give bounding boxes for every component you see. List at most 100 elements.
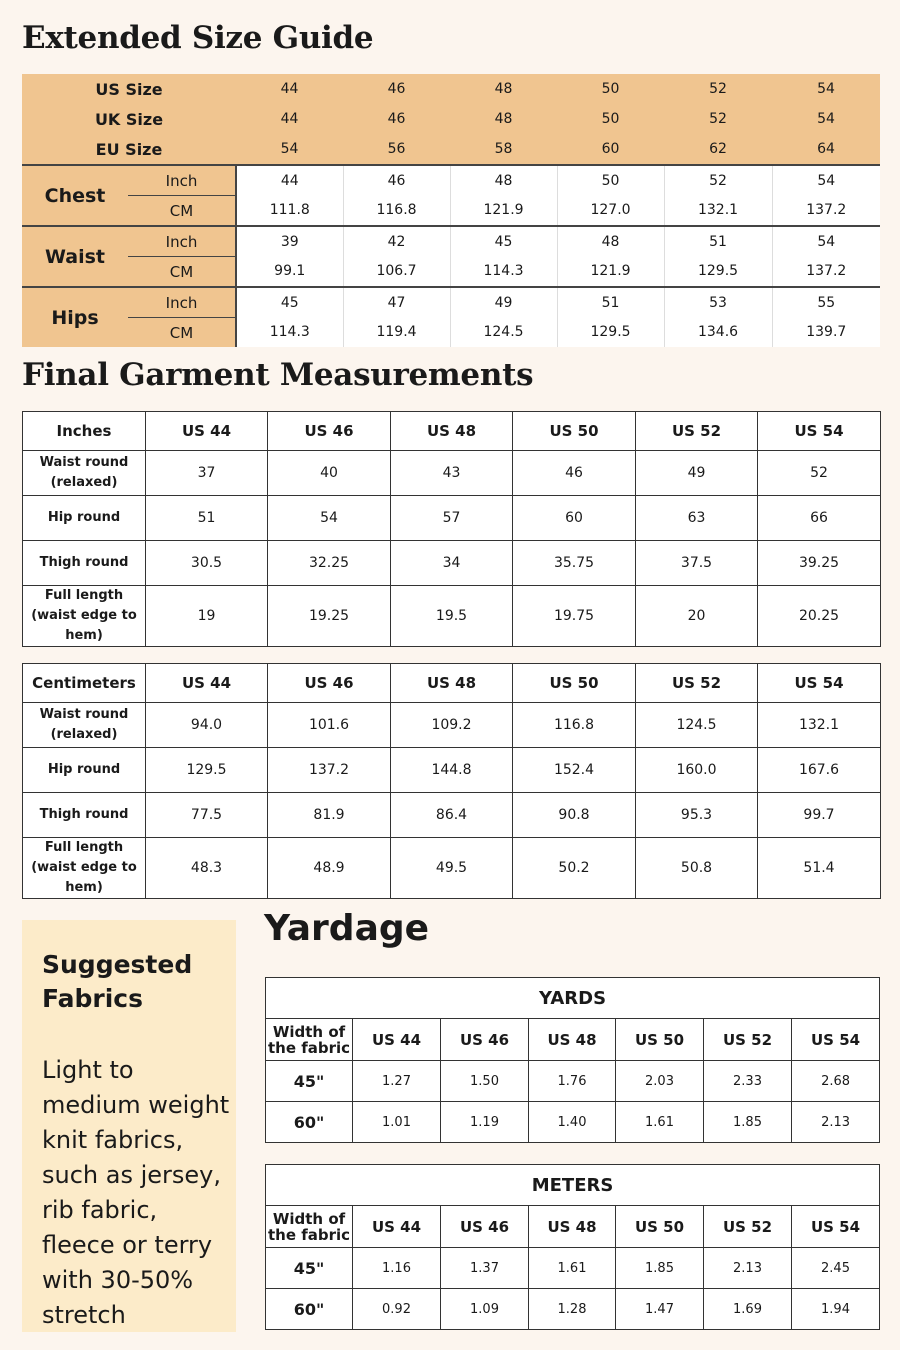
table-cell: 95.3 <box>635 792 758 838</box>
column-header: US 44 <box>352 1018 441 1061</box>
table-cell: 1.47 <box>615 1288 704 1330</box>
measurement-value: 42 <box>342 225 451 257</box>
suggested-fabrics-box: Suggested Fabrics Light to medium weight… <box>22 920 236 1332</box>
table-cell: 1.94 <box>790 1288 881 1330</box>
column-header: US 46 <box>267 411 391 451</box>
column-header: US 50 <box>615 1205 704 1248</box>
size-value: 46 <box>343 104 451 134</box>
fabrics-text: Light to medium weight knit fabrics, suc… <box>42 1056 230 1329</box>
table-cell: 66 <box>757 495 881 541</box>
table-cell: 19 <box>145 585 268 647</box>
table-cell: 43 <box>390 450 513 496</box>
table-cell: 20.25 <box>757 585 881 647</box>
table-cell: 50.8 <box>635 837 758 899</box>
table-cell: 152.4 <box>512 747 636 793</box>
table-cell: 1.61 <box>615 1101 704 1143</box>
table-cell: 1.09 <box>440 1288 529 1330</box>
measurement-value: 121.9 <box>556 256 665 287</box>
size-system-label: EU Size <box>22 134 237 165</box>
table-cell: 35.75 <box>512 540 636 586</box>
unit-label: CM <box>128 256 238 287</box>
measurement-value: 51 <box>556 286 665 318</box>
size-value: 48 <box>450 74 558 104</box>
table-row: 60" 0.92 1.09 1.28 1.47 1.69 1.94 <box>265 1288 881 1330</box>
measurement-value: 119.4 <box>342 317 451 347</box>
size-value: 50 <box>557 104 665 134</box>
table-cell: 30.5 <box>145 540 268 586</box>
table-cell: 52 <box>757 450 881 496</box>
size-value: 44 <box>236 74 344 104</box>
unit-header: Inches <box>22 411 146 451</box>
table-cell: 1.85 <box>703 1101 792 1143</box>
garment-inches-table: Inches US 44 US 46 US 48 US 50 US 52 US 54 Wais… <box>22 411 881 647</box>
column-header: US 50 <box>512 663 636 703</box>
measurement-value: 51 <box>663 225 773 257</box>
measurement-row: Chest Inch 44 46 48 50 52 54 <box>22 164 881 226</box>
yardage-table-title: YARDS <box>264 977 881 1019</box>
header-row: Width of the fabric US 44 US 46 US 48 US 50 U… <box>265 1018 881 1061</box>
fabric-width-label: 45" <box>265 1060 353 1102</box>
measurement-value: 52 <box>663 164 773 196</box>
measurement-value: 44 <box>235 164 344 196</box>
measurement-value: 53 <box>663 286 773 318</box>
row-label: Full length (waist edge to hem) <box>22 585 146 647</box>
header-row: Inches US 44 US 46 US 48 US 50 US 52 US 54 <box>22 411 881 451</box>
table-cell: 2.45 <box>790 1247 881 1289</box>
measurement-value: 121.9 <box>449 195 558 226</box>
measurement-label: Hips <box>22 286 128 347</box>
measurement-value: 114.3 <box>235 317 344 347</box>
table-cell: 1.85 <box>615 1247 704 1289</box>
table-row: Thigh round 77.5 81.9 86.4 90.8 95.3 99.7 <box>22 792 881 838</box>
table-row: 45" 1.16 1.37 1.61 1.85 2.13 2.45 <box>265 1247 881 1289</box>
unit-label: CM <box>128 317 238 347</box>
fabric-width-label: 60" <box>265 1101 353 1143</box>
table-cell: 19.75 <box>512 585 636 647</box>
size-value: 48 <box>450 104 558 134</box>
table-cell: 1.61 <box>528 1247 616 1289</box>
table-cell: 49.5 <box>390 837 513 899</box>
table-cell: 37.5 <box>635 540 758 586</box>
measurement-value: 134.6 <box>663 317 773 347</box>
unit-label: CM <box>128 195 238 226</box>
table-cell: 2.03 <box>615 1060 704 1102</box>
table-cell: 40 <box>267 450 391 496</box>
yardage-table-title: METERS <box>264 1164 881 1206</box>
unit-label: Inch <box>128 286 238 318</box>
table-cell: 48.9 <box>267 837 391 899</box>
column-header: US 50 <box>512 411 636 451</box>
table-cell: 77.5 <box>145 792 268 838</box>
measurement-value: 99.1 <box>235 256 344 287</box>
table-cell: 144.8 <box>390 747 513 793</box>
yardage-meters-table: METERS Width of the fabric US 44 US 46 US 48… <box>264 1164 881 1330</box>
table-row: Waist round (relaxed) 37 40 43 46 49 52 <box>22 450 881 496</box>
table-cell: 39.25 <box>757 540 881 586</box>
table-cell: 124.5 <box>635 702 758 748</box>
table-cell: 2.13 <box>703 1247 792 1289</box>
measurement-value: 137.2 <box>771 256 881 287</box>
table-cell: 20 <box>635 585 758 647</box>
size-value: 52 <box>664 104 773 134</box>
table-row: Waist round (relaxed) 94.0 101.6 109.2 116.8… <box>22 702 881 748</box>
measurement-value: 55 <box>771 286 881 318</box>
table-cell: 34 <box>390 540 513 586</box>
table-cell: 132.1 <box>757 702 881 748</box>
measurement-value: 45 <box>449 225 558 257</box>
table-cell: 46 <box>512 450 636 496</box>
measurement-value: 46 <box>342 164 451 196</box>
size-value: 56 <box>343 134 451 165</box>
measurement-value: 39 <box>235 225 344 257</box>
column-header: US 48 <box>528 1018 616 1061</box>
table-cell: 99.7 <box>757 792 881 838</box>
measurement-label: Waist <box>22 225 128 287</box>
row-label: Hip round <box>22 495 146 541</box>
column-header: US 52 <box>703 1018 792 1061</box>
measurement-value: 48 <box>449 164 558 196</box>
size-guide-table: US Size 44 46 48 50 52 54 UK Size 44 46 48 50 52 54 EU… <box>22 74 881 347</box>
column-header: US 54 <box>790 1018 881 1061</box>
row-label: Thigh round <box>22 792 146 838</box>
measurement-value: 124.5 <box>449 317 558 347</box>
column-header: US 48 <box>390 663 513 703</box>
measurement-value: 54 <box>771 164 881 196</box>
fabrics-title: Suggested Fabrics <box>42 950 193 1013</box>
row-label: Waist round (relaxed) <box>22 450 146 496</box>
